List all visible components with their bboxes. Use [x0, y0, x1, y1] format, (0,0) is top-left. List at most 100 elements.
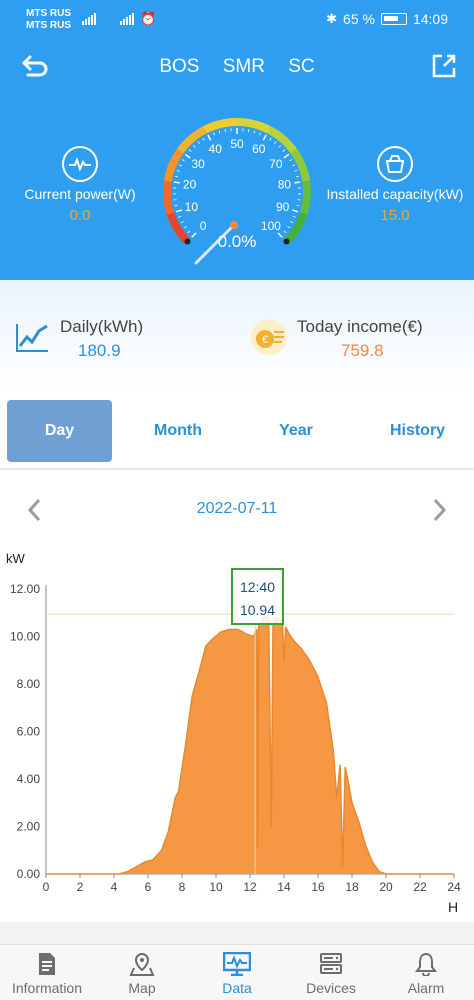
gauge-needle-hub — [230, 221, 238, 229]
tooltip-value: 10.94 — [240, 602, 275, 618]
y-axis-unit: kW — [6, 551, 26, 566]
gauge-tick — [197, 141, 200, 145]
gauge-tick — [192, 145, 196, 148]
gauge-arc-segment — [203, 118, 238, 134]
x-tick-label: 0 — [43, 880, 50, 894]
gauge-tick — [278, 145, 282, 148]
gauge-tick — [289, 159, 293, 162]
selected-date[interactable]: 2022-07-11 — [196, 500, 278, 517]
x-tick-label: 8 — [179, 880, 186, 894]
gauge-tick — [191, 232, 197, 238]
gauge-percent: 0.0% — [217, 232, 257, 251]
y-tick-label: 2.00 — [17, 820, 41, 834]
x-tick-label: 12 — [243, 880, 257, 894]
gauge-tick — [259, 132, 261, 136]
income-value: 759.8 — [341, 341, 384, 360]
gauge-tick — [291, 209, 299, 213]
status-bar: MTS RUS MTS RUS ⏰ ✱ 65 % 14:09 — [0, 0, 474, 40]
daily-value: 180.9 — [78, 341, 121, 360]
x-tick-label: 4 — [111, 880, 118, 894]
y-tick-label: 0.00 — [17, 867, 41, 881]
gauge-tick — [173, 181, 180, 184]
gauge-tick-label: 70 — [269, 157, 283, 171]
gauge-tick — [224, 129, 226, 133]
monitor-chart-icon — [223, 952, 251, 976]
gauge-tick — [269, 137, 272, 141]
y-tick-label: 10.00 — [10, 630, 40, 644]
tab-year[interactable]: Year — [279, 422, 313, 439]
gauge-arc-segment — [163, 147, 185, 182]
gauge-tick — [292, 215, 296, 218]
gauge-tick — [178, 215, 182, 218]
chevron-right-icon[interactable] — [428, 496, 450, 524]
gauge-tick-label: 0 — [200, 219, 207, 233]
nav-devices-label: Devices — [306, 980, 356, 996]
gauge-arc-segment — [236, 118, 272, 134]
y-tick-label: 8.00 — [17, 677, 41, 691]
installed-capacity: Installed capacity(kW) 15.0 — [322, 146, 468, 224]
x-tick-label: 24 — [447, 880, 461, 894]
x-tick-label: 6 — [145, 880, 152, 894]
current-power: Current power(W) 0.0 — [20, 146, 140, 224]
share-icon[interactable] — [430, 52, 458, 80]
nav-alarm[interactable]: Alarm — [379, 951, 473, 996]
tabs-divider — [0, 468, 474, 470]
gauge-tick-label: 80 — [278, 177, 292, 191]
gauge-tick-label: 40 — [209, 142, 223, 156]
server-icon — [320, 953, 342, 974]
bluetooth-icon: ✱ — [326, 11, 338, 26]
carrier-info: MTS RUS MTS RUS — [26, 8, 71, 32]
capacity-box-icon — [377, 146, 413, 182]
gauge-tick — [178, 164, 182, 167]
gauge-tick — [188, 149, 192, 152]
gauge-arc-segment — [266, 126, 298, 154]
gauge-tick-label: 90 — [276, 200, 290, 214]
summary-band: Daily(kWh) 180.9 € Today income(€) 759.8 — [0, 280, 474, 392]
money-bag-icon: € — [251, 319, 287, 355]
nav-information[interactable]: Information — [0, 951, 94, 996]
gauge-tick — [295, 175, 300, 178]
gauge-tick — [262, 134, 267, 141]
income-label: Today income(€) — [297, 317, 423, 336]
gauge-tick — [277, 232, 283, 238]
status-right: ✱ 65 % 14:09 — [326, 11, 448, 27]
back-icon[interactable] — [20, 54, 50, 80]
gauge-tick — [283, 230, 287, 234]
gauge-tick-label: 20 — [183, 177, 197, 191]
map-pin-icon — [129, 952, 155, 976]
gauge-tick-label: 50 — [230, 137, 244, 151]
x-tick-label: 2 — [77, 880, 84, 894]
power-series-line — [46, 613, 454, 875]
nav-alarm-label: Alarm — [407, 980, 445, 996]
carrier-2: MTS RUS — [26, 20, 71, 31]
gauge-tick — [283, 153, 290, 159]
nav-map[interactable]: Map — [95, 951, 189, 996]
nav-data[interactable]: Data — [190, 951, 284, 996]
tab-history[interactable]: History — [389, 422, 446, 439]
bell-icon — [415, 952, 437, 976]
battery-icon — [380, 13, 407, 25]
gauge-tick — [213, 132, 215, 136]
x-tick-label: 18 — [345, 880, 359, 894]
date-navigator: 2022-07-11 — [0, 490, 474, 530]
carrier-1: MTS RUS — [26, 8, 71, 19]
nav-data-label: Data — [222, 980, 252, 996]
gauge-tick — [294, 181, 301, 184]
nav-information-label: Information — [11, 980, 83, 996]
x-tick-label: 20 — [379, 880, 393, 894]
tab-month[interactable]: Month — [154, 422, 202, 439]
gauge-tick — [274, 141, 277, 145]
gauge-tick — [290, 221, 294, 224]
gauge-tick — [181, 159, 185, 162]
clock-time: 14:09 — [412, 11, 448, 27]
gauge-tick — [174, 204, 178, 207]
y-tick-label: 6.00 — [17, 725, 41, 739]
tab-day[interactable]: Day — [7, 400, 112, 462]
x-tick-label: 16 — [311, 880, 325, 894]
chart-tooltip — [231, 568, 284, 625]
nav-devices[interactable]: Devices — [284, 951, 378, 996]
gauge-tick-label: 60 — [252, 142, 266, 156]
gauge-tick-label: 10 — [185, 200, 199, 214]
plant-title: BOS SMR SC — [159, 56, 315, 77]
chevron-left-icon[interactable] — [24, 496, 46, 524]
